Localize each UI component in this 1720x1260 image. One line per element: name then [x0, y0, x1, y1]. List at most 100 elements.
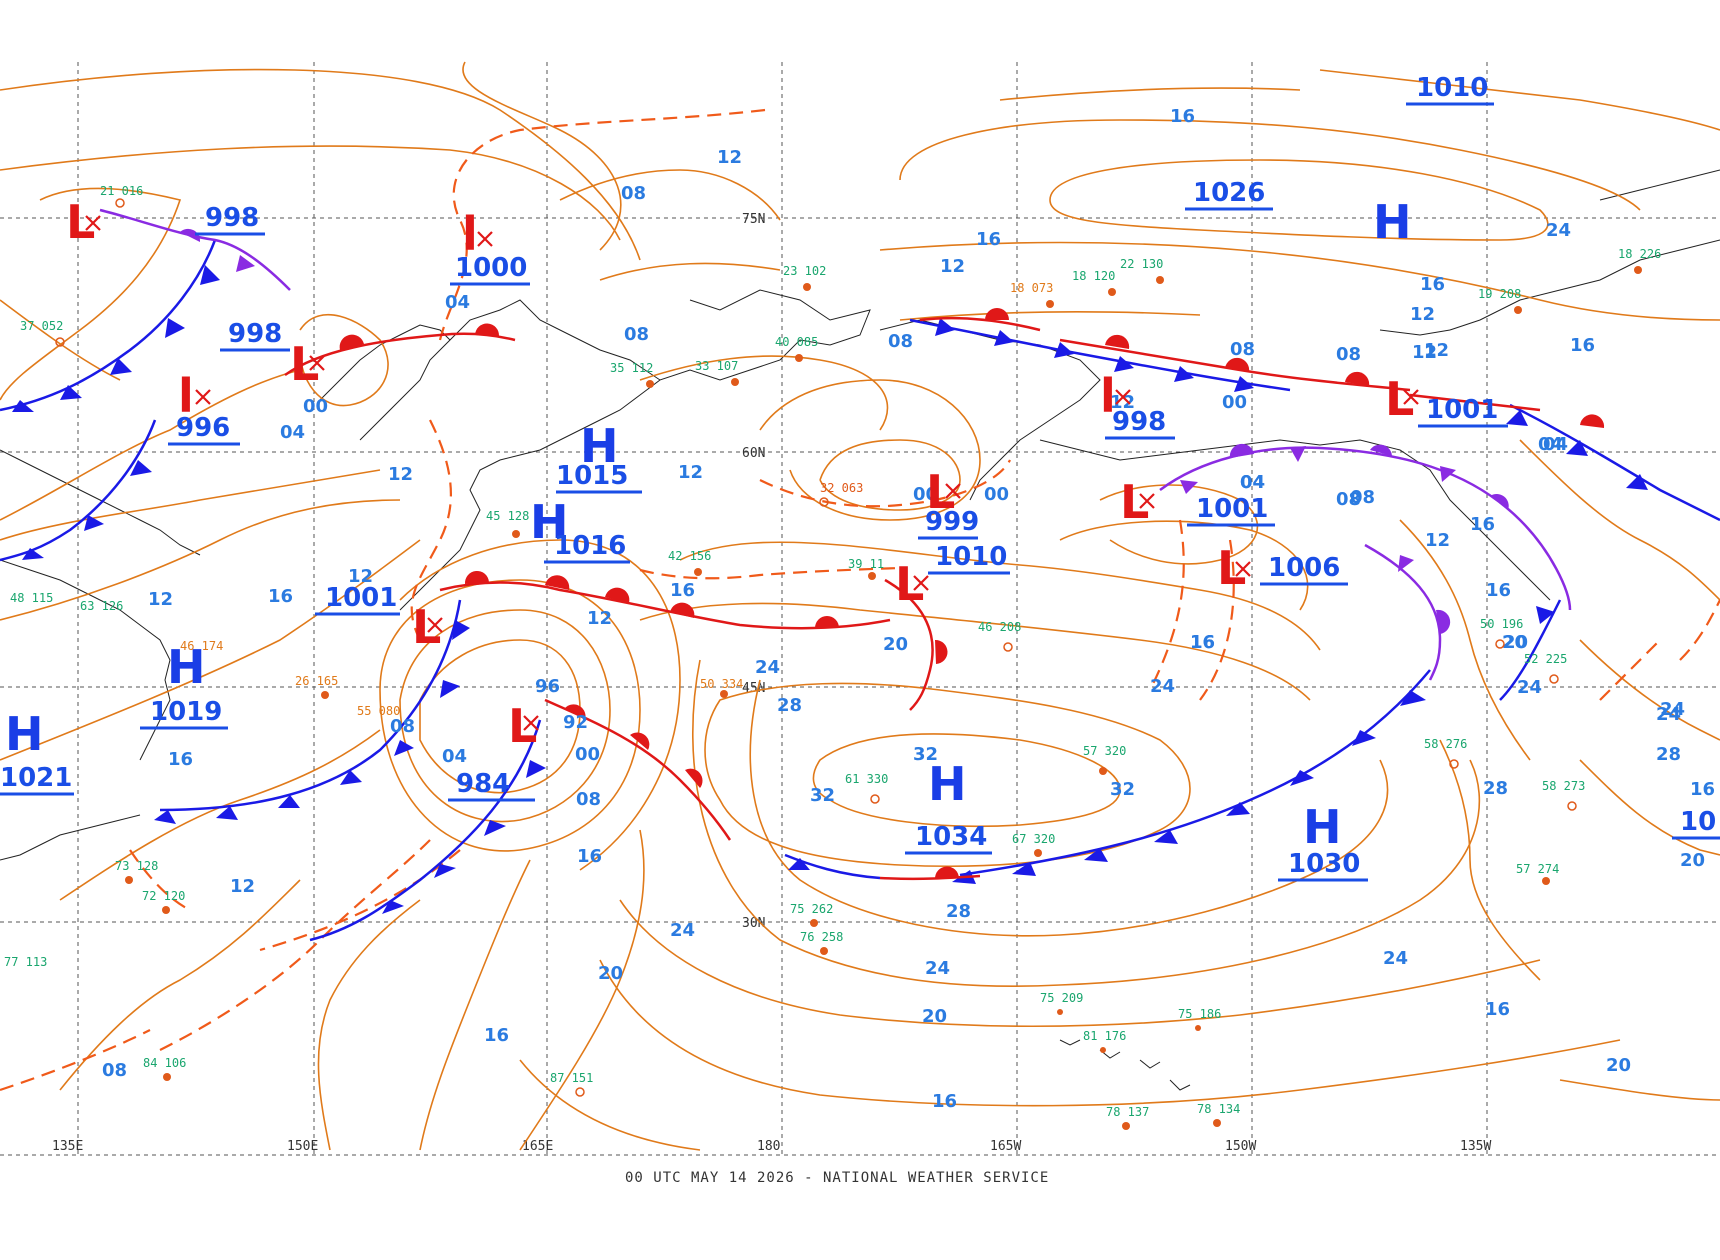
station-plot: 21 016	[100, 184, 143, 208]
isobar-label: 16	[1170, 106, 1195, 127]
isobar-label: 12	[1424, 340, 1449, 361]
isobar-label: 20	[1502, 632, 1527, 653]
isobar-label: 08	[1350, 487, 1375, 508]
low-center-symbol: L	[66, 195, 95, 249]
isobar-label: 24	[1517, 677, 1542, 698]
warm-front-bumps	[339, 308, 1605, 879]
isobar-label: 00	[984, 484, 1009, 505]
occluded-symbols	[180, 228, 1509, 634]
station-plot: 18 120	[1072, 269, 1116, 296]
svg-text:33 107: 33 107	[695, 359, 738, 373]
isobar-label: 16	[976, 229, 1001, 250]
svg-text:26 165: 26 165	[295, 674, 338, 688]
isobar-label: 32	[1110, 779, 1135, 800]
svg-text:21 016: 21 016	[100, 184, 143, 198]
isobar-label: 08	[1336, 344, 1361, 365]
svg-text:32 063: 32 063	[820, 481, 863, 495]
lat-lon-grid	[0, 62, 1720, 1156]
isobar-label: 12	[940, 256, 965, 277]
isobar-label: 32	[810, 785, 835, 806]
isobar-label: 12	[1110, 392, 1135, 413]
low-center-symbol: l	[1100, 369, 1116, 423]
isobar-label: 12	[388, 464, 413, 485]
isobar-label: 16	[484, 1025, 509, 1046]
isobar-label: 24	[755, 657, 780, 678]
isobar-label: 16	[577, 846, 602, 867]
station-plot: 50 196	[1480, 617, 1523, 649]
station-plot: 46 174	[180, 639, 223, 653]
isobar-label: 16	[1570, 335, 1595, 356]
isobar-label: 16	[1690, 779, 1715, 800]
isobar-label: 04	[280, 422, 305, 443]
svg-text:46 208: 46 208	[978, 620, 1021, 634]
station-plot: 81 176	[1083, 1029, 1126, 1053]
station-plot: 77 113	[4, 955, 47, 969]
isobar-label: 00	[913, 484, 938, 505]
station-plot: 22 130	[1120, 257, 1164, 284]
isobar-label: 20	[1680, 850, 1705, 871]
isobar-label: 28	[1656, 744, 1681, 765]
troughs	[0, 108, 1720, 1092]
lon-label-150e: 150E	[287, 1139, 318, 1154]
low-center-markers	[85, 215, 1419, 731]
station-plot: 57 320	[1083, 744, 1126, 775]
low-center-symbol: L	[1120, 475, 1149, 529]
isobar-label: 12	[717, 147, 742, 168]
isobar-label: 32	[913, 744, 938, 765]
svg-text:57 320: 57 320	[1083, 744, 1126, 758]
isobar-label: 16	[1190, 632, 1215, 653]
low-center-symbol: L	[290, 337, 319, 391]
svg-text:73 128: 73 128	[115, 859, 158, 873]
svg-text:77 113: 77 113	[4, 955, 47, 969]
svg-text:22 130: 22 130	[1120, 257, 1163, 271]
station-plot: 26 165	[295, 674, 338, 699]
pressure-value: 1016	[554, 531, 626, 561]
station-plot: 75 262	[790, 902, 833, 927]
station-plot: 75 209	[1040, 991, 1083, 1015]
isobar-label: 12	[348, 566, 373, 587]
svg-text:75 262: 75 262	[790, 902, 833, 916]
svg-text:78 137: 78 137	[1106, 1105, 1149, 1119]
isobar-labels: 16 12 08 08 12 16 04 08 00 04 12 12 16 1…	[102, 106, 1715, 1112]
svg-text:40 085: 40 085	[775, 335, 818, 349]
pressure-value: 1001	[325, 583, 397, 613]
lon-label-135w: 135W	[1460, 1139, 1491, 1154]
isobar-label: 16	[1486, 580, 1511, 601]
isobar-label: 96	[535, 676, 560, 697]
isobar-label: 16	[268, 586, 293, 607]
station-plot: 19 208	[1478, 287, 1522, 314]
lon-label-180: 180	[757, 1139, 780, 1154]
station-plot: 58 276	[1424, 737, 1467, 769]
station-plot: 67 320	[1012, 832, 1055, 857]
pressure-value: 996	[176, 413, 230, 443]
pressure-value: 10	[1680, 807, 1716, 837]
svg-text:84 106: 84 106	[143, 1056, 186, 1070]
isobar-label: 24	[1656, 704, 1681, 725]
isobar-label: 12	[587, 608, 612, 629]
svg-text:18 120: 18 120	[1072, 269, 1115, 283]
station-plot: 75 186	[1178, 1007, 1221, 1031]
svg-text:46 174: 46 174	[180, 639, 223, 653]
pressure-value: 998	[1112, 407, 1166, 437]
isobar-label: 04	[442, 746, 467, 767]
isobar-label: 24	[1150, 676, 1175, 697]
pressure-value: 1001	[1426, 395, 1498, 425]
station-plot: 87 151	[550, 1071, 593, 1097]
svg-text:19 208: 19 208	[1478, 287, 1521, 301]
station-plot: 72 120	[142, 889, 185, 914]
isobar-label: 20	[1606, 1055, 1631, 1076]
isobar-label: 00	[1222, 392, 1247, 413]
station-plot: 61 330	[845, 772, 888, 804]
pressure-value: 1010	[935, 542, 1007, 572]
pressure-value: 998	[205, 203, 259, 233]
pressure-value: 1000	[455, 253, 527, 283]
isobar-label: 08	[1336, 489, 1361, 510]
isobar-label: 12	[1410, 304, 1435, 325]
isobar-label: 16	[670, 580, 695, 601]
isobar-label: 28	[777, 695, 802, 716]
pressure-value: 1006	[1268, 553, 1340, 583]
isobar-label: 12	[1425, 530, 1450, 551]
pressure-value: 998	[228, 319, 282, 349]
isobar-label: 04	[1240, 472, 1265, 493]
lon-label-150w: 150W	[1225, 1139, 1256, 1154]
